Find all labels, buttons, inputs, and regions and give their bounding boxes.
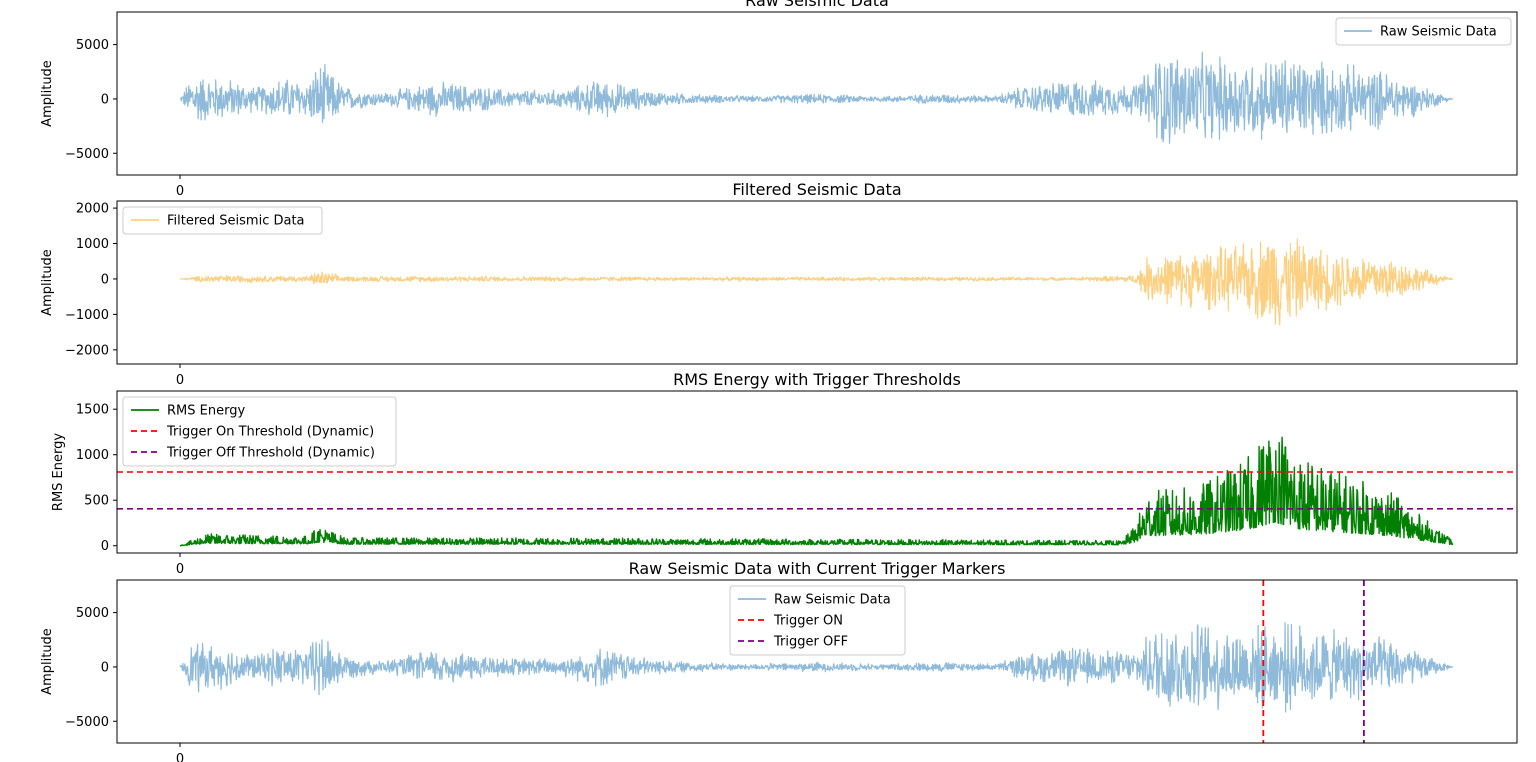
legend: RMS Energy Trigger On Threshold (Dynamic)… [122,396,397,467]
x-tick-label: 0 [176,184,184,199]
y-tick-label: 500 [84,494,109,509]
chart-panel-4: Raw Seismic Data with Current Trigger Ma… [40,559,1518,762]
chart-title: Raw Seismic Data with Current Trigger Ma… [629,559,1006,578]
plot-frame [116,11,1518,176]
legend: Filtered Seismic Data [122,206,323,235]
legend: Raw Seismic Data [1335,17,1512,46]
y-tick-label: 0 [101,660,109,675]
plot-frame [116,390,1518,554]
legend-entry: Trigger On Threshold (Dynamic) [166,425,374,440]
x-tick-label: 0 [176,562,184,577]
y-tick-label: 0 [101,539,109,554]
x-tick-label: 0 [176,752,184,762]
y-tick-label: 0 [101,272,109,287]
legend-box [729,585,906,656]
x-tick-label: 0 [176,373,184,388]
plot-frame [116,579,1518,744]
y-tick-label: 1000 [76,237,109,252]
series-raw-seismic-data [179,51,1454,144]
series-rms-energy [179,436,1454,547]
chart-panel-1: Raw Seismic Data 5000 0 −5000 0 Amplitude Raw … [40,0,1518,199]
y-axis-label: RMS Energy [51,433,66,511]
legend-box [1335,17,1512,46]
series-filtered-seismic-data [179,238,1454,326]
y-axis-label: Amplitude [40,628,55,695]
plot-frame [116,200,1518,365]
legend-entry: Trigger ON [773,614,843,629]
y-tick-label: −5000 [65,147,109,162]
y-tick-label: 0 [101,92,109,107]
y-axis-label: Amplitude [40,60,55,127]
y-axis-label: Amplitude [40,249,55,316]
chart-panel-2: Filtered Seismic Data 2000 1000 0 −1000 −2000… [40,180,1518,388]
legend-entry: Raw Seismic Data [1380,25,1497,40]
legend-entry: Filtered Seismic Data [167,214,305,229]
legend-entry: Raw Seismic Data [774,593,891,608]
series-raw-seismic-data [179,622,1454,713]
y-tick-label: 1500 [76,403,109,418]
legend-entry: Trigger OFF [773,635,848,650]
y-tick-label: −2000 [65,343,109,358]
legend-box [122,206,323,235]
chart-title: Raw Seismic Data [745,0,889,10]
legend-entry: RMS Energy [167,404,245,419]
legend-entry: Trigger Off Threshold (Dynamic) [166,446,375,461]
y-tick-label: 5000 [76,38,109,53]
legend: Raw Seismic Data Trigger ON Trigger OFF [729,585,906,656]
chart-title: RMS Energy with Trigger Thresholds [673,370,961,389]
chart-panel-3: RMS Energy with Trigger Thresholds 1500 10… [51,370,1518,577]
legend-box [122,396,397,467]
y-tick-label: −1000 [65,308,109,323]
chart-title: Filtered Seismic Data [732,180,901,199]
y-tick-label: −5000 [65,715,109,730]
y-tick-label: 1000 [76,448,109,463]
y-tick-label: 5000 [76,606,109,621]
y-tick-label: 2000 [76,202,109,217]
